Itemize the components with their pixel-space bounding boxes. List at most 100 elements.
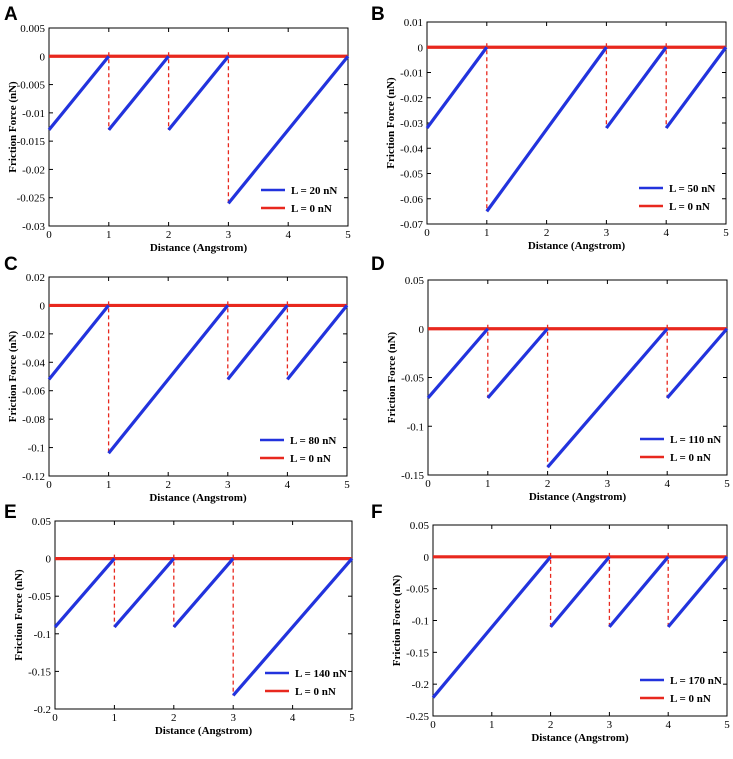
series-load-segment [426, 327, 490, 400]
x-tick-label: 1 [489, 719, 495, 731]
x-tick-label: 4 [285, 479, 291, 491]
plot-frame [432, 524, 728, 717]
panel-b: B 0 1 2 3 4 5 0.01 0 -0.01 -0.02 -0.03 -0.04 -0.05 -0.… [371, 4, 729, 252]
y-axis-label: Friction Force (nN) [385, 77, 397, 169]
x-axis-label: Distance (Angstrom) [528, 240, 626, 252]
panel-d: D 0 1 2 3 4 5 0.05 0 -0.05 -0.1 -0.15 Distance (Angs… [371, 254, 730, 503]
y-tick-label: 0.02 [26, 272, 45, 284]
plot-frame [48, 276, 348, 477]
y-tick-label: -0.04 [22, 357, 45, 369]
series-load-segment [664, 46, 728, 130]
x-tick-label: 0 [46, 229, 52, 241]
legend-label-zero: L = 0 nN [291, 203, 332, 215]
x-tick-label: 1 [112, 712, 118, 724]
series-load-segment [107, 304, 230, 455]
panel-letter: D [371, 254, 385, 275]
y-tick-label: -0.2 [34, 704, 51, 716]
x-axis-label: Distance (Angstrom) [149, 492, 247, 504]
series-load-segment [549, 555, 611, 628]
panel-a: A 0 1 2 3 4 5 0.005 0 -0.005 -0.01 -0.015 -0.02 -0.02… [4, 4, 351, 254]
y-axis-label: Friction Force (nN) [391, 574, 403, 666]
y-tick-label: -0.08 [22, 414, 45, 426]
y-tick-label: -0.05 [28, 591, 51, 603]
x-tick-label: 0 [425, 478, 431, 490]
legend-label-load: L = 80 nN [290, 435, 336, 447]
series-load-segment [107, 55, 170, 131]
plot-frame [54, 520, 353, 710]
y-axis-label: Friction Force (nN) [7, 81, 19, 173]
y-axis-label: Friction Force (nN) [7, 330, 19, 422]
series-load-segment [666, 555, 729, 628]
y-tick-label: 0.005 [20, 23, 45, 35]
series-load-segment [486, 327, 549, 400]
x-tick-label: 2 [171, 712, 177, 724]
y-tick-label: -0.05 [400, 169, 423, 181]
series-load-segment [226, 304, 289, 381]
x-tick-label: 2 [545, 478, 551, 490]
panel-letter: E [4, 502, 17, 523]
x-tick-label: 5 [723, 227, 729, 239]
y-tick-label: 0 [419, 324, 425, 336]
y-axis-label: Friction Force (nN) [386, 331, 398, 423]
series-load-segment [172, 557, 235, 629]
x-tick-label: 1 [106, 229, 112, 241]
legend-label-load: L = 50 nN [669, 183, 715, 195]
panel-letter: B [371, 4, 385, 25]
y-tick-label: 0 [40, 300, 46, 312]
y-tick-label: -0.01 [400, 68, 423, 80]
y-tick-label: -0.025 [17, 193, 46, 205]
x-tick-label: 5 [724, 478, 730, 490]
x-tick-label: 3 [230, 712, 236, 724]
y-tick-label: 0.05 [405, 275, 425, 287]
y-tick-label: -0.04 [400, 143, 423, 155]
x-tick-label: 1 [485, 478, 491, 490]
x-tick-label: 3 [225, 479, 231, 491]
y-tick-label: -0.1 [407, 421, 424, 433]
legend-label-zero: L = 0 nN [290, 453, 331, 465]
series-load-segment [665, 327, 729, 400]
x-tick-label: 2 [165, 479, 171, 491]
panel-e: E 0 1 2 3 4 5 0.05 0 -0.05 -0.1 -0.15 -0.2 Distance (… [4, 502, 355, 737]
series-load-segment [113, 557, 176, 629]
y-tick-label: -0.25 [406, 711, 429, 723]
y-tick-label: -0.06 [22, 386, 45, 398]
series-load-segment [53, 557, 116, 629]
legend-label-zero: L = 0 nN [669, 201, 710, 213]
y-axis-label: Friction Force (nN) [13, 569, 25, 661]
x-tick-label: 3 [607, 719, 613, 731]
y-tick-label: -0.06 [400, 194, 423, 206]
panel-f: F 0 1 2 3 4 5 0.05 0 -0.05 -0.1 -0.15 -0.2 -0.25 Dista… [371, 502, 730, 744]
x-tick-label: 0 [46, 479, 52, 491]
series-load-segment [167, 55, 230, 131]
x-tick-label: 0 [430, 719, 436, 731]
x-tick-label: 2 [548, 719, 554, 731]
legend-label-load: L = 170 nN [670, 675, 722, 687]
x-tick-label: 4 [290, 712, 296, 724]
x-tick-label: 1 [484, 227, 490, 239]
y-tick-label: -0.03 [22, 221, 45, 233]
y-tick-label: -0.1 [412, 616, 429, 628]
y-tick-label: -0.15 [28, 666, 51, 678]
y-tick-label: 0 [40, 51, 46, 63]
x-tick-label: 2 [166, 229, 172, 241]
y-tick-label: -0.015 [17, 136, 46, 148]
panel-letter: C [4, 254, 18, 275]
y-tick-label: 0.05 [32, 516, 52, 528]
y-tick-label: -0.05 [401, 373, 424, 385]
panel-letter: A [4, 4, 18, 25]
x-axis-label: Distance (Angstrom) [150, 242, 248, 254]
series-load-segment [546, 327, 669, 469]
series-load-segment [286, 304, 349, 381]
series-load-segment [485, 46, 608, 213]
y-tick-label: -0.01 [22, 108, 45, 120]
y-tick-label: -0.1 [34, 629, 51, 641]
legend-label-load: L = 110 nN [670, 434, 721, 446]
x-tick-label: 0 [52, 712, 58, 724]
y-tick-label: -0.1 [28, 443, 45, 455]
x-axis-label: Distance (Angstrom) [155, 725, 253, 737]
x-axis-label: Distance (Angstrom) [529, 491, 627, 503]
y-tick-label: -0.15 [401, 470, 424, 482]
plot-frame [48, 27, 349, 227]
y-tick-label: 0.05 [410, 520, 430, 532]
x-tick-label: 4 [663, 227, 669, 239]
